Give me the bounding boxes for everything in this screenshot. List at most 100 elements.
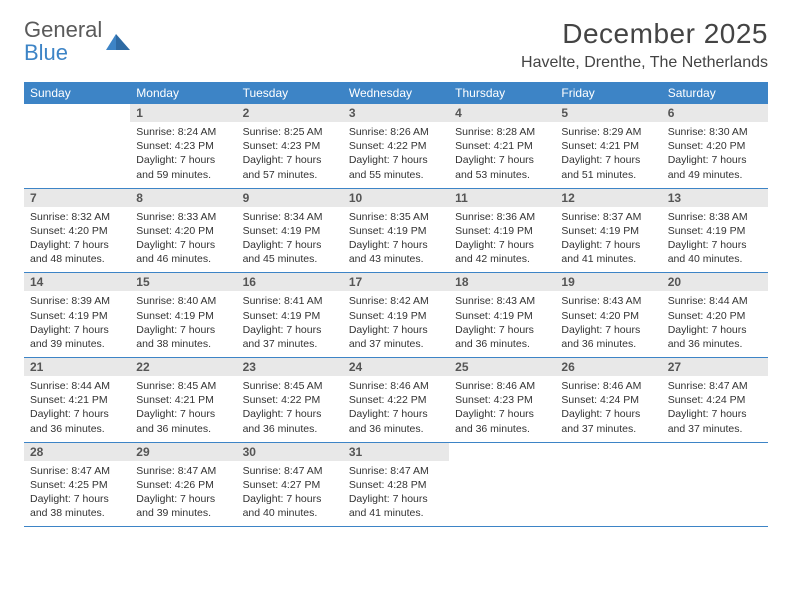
calendar-week: 28Sunrise: 8:47 AMSunset: 4:25 PMDayligh… <box>24 443 768 528</box>
calendar-day: 4Sunrise: 8:28 AMSunset: 4:21 PMDaylight… <box>449 104 555 188</box>
weekday-header: Tuesday <box>237 82 343 104</box>
calendar-day: 31Sunrise: 8:47 AMSunset: 4:28 PMDayligh… <box>343 443 449 527</box>
brand-mark-icon <box>106 28 132 54</box>
title-block: December 2025 Havelte, Drenthe, The Neth… <box>521 18 768 72</box>
calendar-day: 0. <box>555 443 661 527</box>
day-number: 18 <box>449 273 555 291</box>
weekday-header: Wednesday <box>343 82 449 104</box>
weekday-header: Monday <box>130 82 236 104</box>
day-number: 31 <box>343 443 449 461</box>
brand-text: General Blue <box>24 18 102 64</box>
calendar-day: 23Sunrise: 8:45 AMSunset: 4:22 PMDayligh… <box>237 358 343 442</box>
calendar-day: 7Sunrise: 8:32 AMSunset: 4:20 PMDaylight… <box>24 189 130 273</box>
day-details: Sunrise: 8:34 AMSunset: 4:19 PMDaylight:… <box>237 207 343 273</box>
calendar-day: 25Sunrise: 8:46 AMSunset: 4:23 PMDayligh… <box>449 358 555 442</box>
day-details: Sunrise: 8:47 AMSunset: 4:28 PMDaylight:… <box>343 461 449 527</box>
calendar-week: 14Sunrise: 8:39 AMSunset: 4:19 PMDayligh… <box>24 273 768 358</box>
day-number: 8 <box>130 189 236 207</box>
calendar-weeks: 0.1Sunrise: 8:24 AMSunset: 4:23 PMDaylig… <box>24 104 768 527</box>
weekday-header-row: SundayMondayTuesdayWednesdayThursdayFrid… <box>24 82 768 104</box>
day-number: 28 <box>24 443 130 461</box>
calendar-day: 3Sunrise: 8:26 AMSunset: 4:22 PMDaylight… <box>343 104 449 188</box>
weekday-header: Sunday <box>24 82 130 104</box>
calendar-day: 5Sunrise: 8:29 AMSunset: 4:21 PMDaylight… <box>555 104 661 188</box>
weekday-header: Thursday <box>449 82 555 104</box>
day-details: Sunrise: 8:33 AMSunset: 4:20 PMDaylight:… <box>130 207 236 273</box>
day-number: 12 <box>555 189 661 207</box>
calendar-day: 24Sunrise: 8:46 AMSunset: 4:22 PMDayligh… <box>343 358 449 442</box>
day-details: Sunrise: 8:28 AMSunset: 4:21 PMDaylight:… <box>449 122 555 188</box>
calendar-day: 6Sunrise: 8:30 AMSunset: 4:20 PMDaylight… <box>662 104 768 188</box>
day-details: Sunrise: 8:37 AMSunset: 4:19 PMDaylight:… <box>555 207 661 273</box>
day-number: 17 <box>343 273 449 291</box>
calendar-day: 0. <box>662 443 768 527</box>
day-number: 19 <box>555 273 661 291</box>
day-number: 2 <box>237 104 343 122</box>
day-number: 6 <box>662 104 768 122</box>
header: General Blue December 2025 Havelte, Dren… <box>24 18 768 72</box>
day-details: Sunrise: 8:43 AMSunset: 4:19 PMDaylight:… <box>449 291 555 357</box>
day-details: Sunrise: 8:45 AMSunset: 4:22 PMDaylight:… <box>237 376 343 442</box>
calendar-day: 2Sunrise: 8:25 AMSunset: 4:23 PMDaylight… <box>237 104 343 188</box>
calendar-day: 1Sunrise: 8:24 AMSunset: 4:23 PMDaylight… <box>130 104 236 188</box>
day-details: Sunrise: 8:43 AMSunset: 4:20 PMDaylight:… <box>555 291 661 357</box>
calendar-day: 12Sunrise: 8:37 AMSunset: 4:19 PMDayligh… <box>555 189 661 273</box>
day-details: Sunrise: 8:47 AMSunset: 4:24 PMDaylight:… <box>662 376 768 442</box>
day-details: Sunrise: 8:47 AMSunset: 4:25 PMDaylight:… <box>24 461 130 527</box>
calendar-day: 16Sunrise: 8:41 AMSunset: 4:19 PMDayligh… <box>237 273 343 357</box>
day-number: 22 <box>130 358 236 376</box>
day-details: Sunrise: 8:40 AMSunset: 4:19 PMDaylight:… <box>130 291 236 357</box>
day-number: 16 <box>237 273 343 291</box>
calendar-day: 17Sunrise: 8:42 AMSunset: 4:19 PMDayligh… <box>343 273 449 357</box>
calendar-day: 29Sunrise: 8:47 AMSunset: 4:26 PMDayligh… <box>130 443 236 527</box>
calendar-day: 20Sunrise: 8:44 AMSunset: 4:20 PMDayligh… <box>662 273 768 357</box>
day-details: Sunrise: 8:26 AMSunset: 4:22 PMDaylight:… <box>343 122 449 188</box>
day-number: 15 <box>130 273 236 291</box>
calendar-day: 14Sunrise: 8:39 AMSunset: 4:19 PMDayligh… <box>24 273 130 357</box>
page-title: December 2025 <box>521 18 768 50</box>
calendar-day: 26Sunrise: 8:46 AMSunset: 4:24 PMDayligh… <box>555 358 661 442</box>
day-number: 11 <box>449 189 555 207</box>
calendar-week: 0.1Sunrise: 8:24 AMSunset: 4:23 PMDaylig… <box>24 104 768 189</box>
day-details: Sunrise: 8:46 AMSunset: 4:24 PMDaylight:… <box>555 376 661 442</box>
day-details: Sunrise: 8:46 AMSunset: 4:23 PMDaylight:… <box>449 376 555 442</box>
calendar-day: 22Sunrise: 8:45 AMSunset: 4:21 PMDayligh… <box>130 358 236 442</box>
calendar-day: 15Sunrise: 8:40 AMSunset: 4:19 PMDayligh… <box>130 273 236 357</box>
day-number: 14 <box>24 273 130 291</box>
day-details: Sunrise: 8:46 AMSunset: 4:22 PMDaylight:… <box>343 376 449 442</box>
day-number: 26 <box>555 358 661 376</box>
day-number: 24 <box>343 358 449 376</box>
day-number: 7 <box>24 189 130 207</box>
day-number: 25 <box>449 358 555 376</box>
day-details: Sunrise: 8:39 AMSunset: 4:19 PMDaylight:… <box>24 291 130 357</box>
calendar-week: 7Sunrise: 8:32 AMSunset: 4:20 PMDaylight… <box>24 189 768 274</box>
calendar-day: 0. <box>24 104 130 188</box>
calendar-day: 19Sunrise: 8:43 AMSunset: 4:20 PMDayligh… <box>555 273 661 357</box>
weekday-header: Friday <box>555 82 661 104</box>
day-details: Sunrise: 8:42 AMSunset: 4:19 PMDaylight:… <box>343 291 449 357</box>
day-number: 10 <box>343 189 449 207</box>
brand-name-1: General <box>24 17 102 42</box>
weekday-header: Saturday <box>662 82 768 104</box>
day-details: Sunrise: 8:25 AMSunset: 4:23 PMDaylight:… <box>237 122 343 188</box>
calendar-day: 8Sunrise: 8:33 AMSunset: 4:20 PMDaylight… <box>130 189 236 273</box>
calendar-day: 11Sunrise: 8:36 AMSunset: 4:19 PMDayligh… <box>449 189 555 273</box>
day-details: Sunrise: 8:29 AMSunset: 4:21 PMDaylight:… <box>555 122 661 188</box>
day-details: Sunrise: 8:32 AMSunset: 4:20 PMDaylight:… <box>24 207 130 273</box>
calendar-day: 27Sunrise: 8:47 AMSunset: 4:24 PMDayligh… <box>662 358 768 442</box>
day-details: Sunrise: 8:35 AMSunset: 4:19 PMDaylight:… <box>343 207 449 273</box>
calendar-day: 9Sunrise: 8:34 AMSunset: 4:19 PMDaylight… <box>237 189 343 273</box>
day-details: Sunrise: 8:36 AMSunset: 4:19 PMDaylight:… <box>449 207 555 273</box>
calendar-day: 30Sunrise: 8:47 AMSunset: 4:27 PMDayligh… <box>237 443 343 527</box>
day-number: 13 <box>662 189 768 207</box>
brand-logo: General Blue <box>24 18 132 64</box>
day-number: 21 <box>24 358 130 376</box>
day-number: 1 <box>130 104 236 122</box>
calendar-day: 18Sunrise: 8:43 AMSunset: 4:19 PMDayligh… <box>449 273 555 357</box>
calendar-day: 13Sunrise: 8:38 AMSunset: 4:19 PMDayligh… <box>662 189 768 273</box>
day-details: Sunrise: 8:45 AMSunset: 4:21 PMDaylight:… <box>130 376 236 442</box>
day-number: 3 <box>343 104 449 122</box>
day-number: 30 <box>237 443 343 461</box>
day-number: 4 <box>449 104 555 122</box>
calendar: SundayMondayTuesdayWednesdayThursdayFrid… <box>24 82 768 527</box>
